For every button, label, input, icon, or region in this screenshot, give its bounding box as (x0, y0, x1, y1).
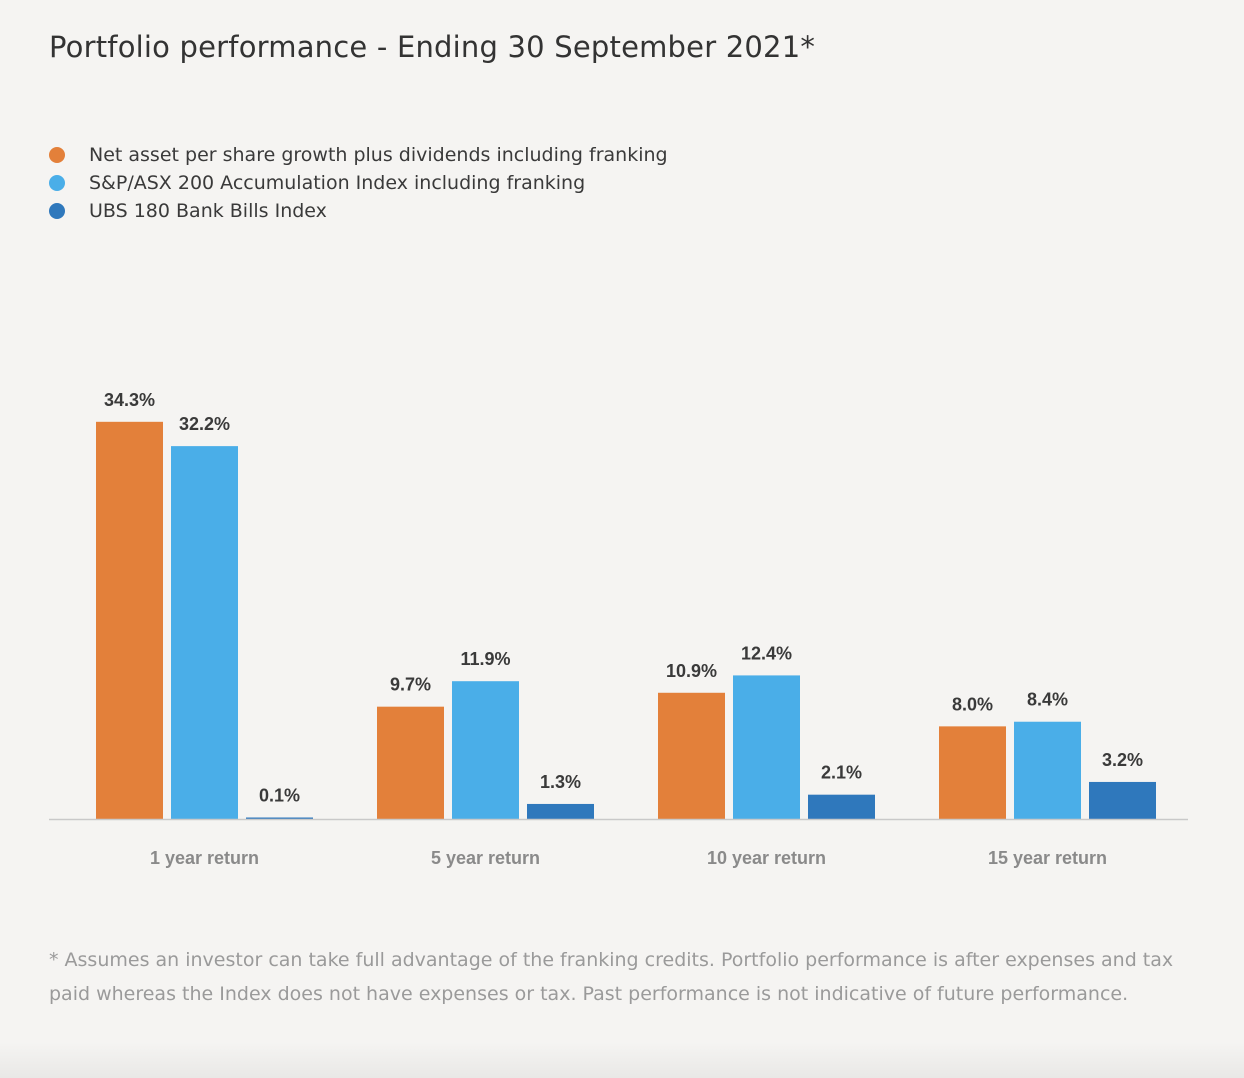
chart-title: Portfolio performance - Ending 30 Septem… (49, 30, 816, 64)
bar (452, 681, 519, 819)
bar (658, 692, 725, 819)
data-label: 1.3% (540, 772, 581, 792)
bar (377, 706, 444, 819)
data-label: 3.2% (1102, 750, 1143, 770)
data-label: 32.2% (179, 414, 230, 434)
data-label: 2.1% (821, 763, 862, 783)
bar (808, 794, 875, 819)
legend-label: Net asset per share growth plus dividend… (89, 144, 668, 166)
bar (733, 675, 800, 819)
legend-dot-icon (49, 203, 65, 219)
data-label: 0.1% (259, 786, 300, 806)
legend: Net asset per share growth plus dividend… (49, 141, 668, 225)
x-tick-label: 10 year return (707, 848, 826, 868)
bottom-shade (0, 1042, 1244, 1078)
x-tick-label: 1 year return (150, 848, 259, 868)
legend-dot-icon (49, 147, 65, 163)
data-label: 12.4% (741, 643, 792, 663)
data-label: 8.0% (952, 694, 993, 714)
bar (939, 726, 1006, 819)
x-tick-label: 15 year return (988, 848, 1107, 868)
data-label: 8.4% (1027, 690, 1068, 710)
x-tick-label: 5 year return (431, 848, 540, 868)
legend-label: UBS 180 Bank Bills Index (89, 200, 327, 222)
bar (527, 803, 594, 819)
data-label: 9.7% (390, 675, 431, 695)
legend-item-nav-growth: Net asset per share growth plus dividend… (49, 141, 668, 169)
bar (96, 421, 163, 819)
data-label: 11.9% (460, 649, 510, 669)
bar (1014, 721, 1081, 819)
data-label: 34.3% (104, 390, 155, 410)
footnote: * Assumes an investor can take full adva… (49, 949, 1174, 1005)
legend-item-bank-bills: UBS 180 Bank Bills Index (49, 197, 668, 225)
legend-item-asx200: S&P/ASX 200 Accumulation Index including… (49, 169, 668, 197)
legend-label: S&P/ASX 200 Accumulation Index including… (89, 172, 586, 194)
bar (246, 817, 313, 819)
legend-dot-icon (49, 175, 65, 191)
bar-chart: 34.3% 32.2% 0.1% 1 year return 9.7% 11.9% 1.3%… (49, 390, 1188, 868)
bar (1089, 781, 1156, 819)
bar (171, 446, 238, 819)
data-label: 10.9% (666, 661, 717, 681)
